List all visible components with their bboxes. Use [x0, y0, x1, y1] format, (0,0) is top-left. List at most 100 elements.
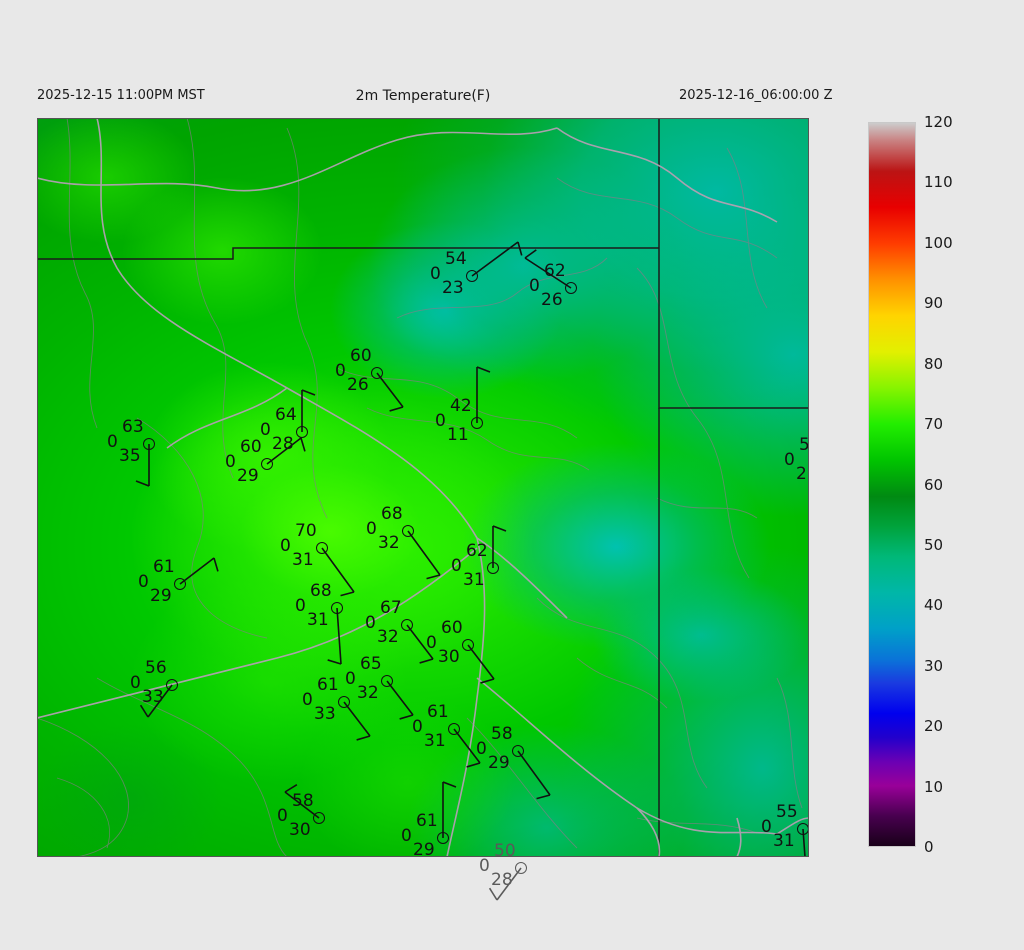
colorbar-tick-10: 10	[924, 777, 944, 796]
wind-barb-icon	[343, 701, 371, 741]
colorbar-tick-60: 60	[924, 475, 944, 494]
station-sky-cover-icon	[797, 823, 809, 835]
colorbar-tick-80: 80	[924, 354, 944, 373]
station-pressure-or-flag: 0	[479, 856, 490, 876]
station-pressure-or-flag: 0	[280, 536, 291, 556]
map-vector-overlay	[37, 118, 809, 857]
station-temperature: 70	[295, 521, 317, 541]
station-sky-cover-icon	[487, 562, 499, 574]
station-dewpoint: 32	[357, 683, 379, 703]
station-pressure-or-flag: 0	[784, 450, 795, 470]
valid-time-local-label: 2025-12-15 11:00PM MST	[37, 88, 205, 103]
station-sky-cover-icon	[402, 525, 414, 537]
station-pressure-or-flag: 0	[302, 690, 313, 710]
station-dewpoint: 33	[314, 704, 336, 724]
station-sky-cover-icon	[471, 417, 483, 429]
station-temperature: 56	[145, 658, 167, 678]
wind-barb-icon	[376, 372, 404, 412]
station-sky-cover-icon	[338, 696, 350, 708]
station-temperature: 65	[360, 654, 382, 674]
station-dewpoint: 31	[292, 550, 314, 570]
station-dewpoint: 31	[307, 610, 329, 630]
wind-barb-icon	[406, 624, 434, 664]
station-temperature: 61	[317, 675, 339, 695]
colorbar-gradient	[868, 122, 916, 847]
station-sky-cover-icon	[316, 542, 328, 554]
colorbar-tick-0: 0	[924, 838, 934, 856]
wind-barb-icon	[321, 547, 355, 597]
station-pressure-or-flag: 0	[138, 572, 149, 592]
wind-barb-icon	[442, 781, 457, 838]
station-sky-cover-icon	[401, 619, 413, 631]
station-temperature: 54	[799, 435, 809, 455]
station-pressure-or-flag: 0	[335, 361, 346, 381]
station-dewpoint: 26	[347, 375, 369, 395]
wind-barb-icon	[139, 684, 173, 718]
station-pressure-or-flag: 0	[260, 420, 271, 440]
temperature-map[interactable]: 5402362026600264201154022630356402860029…	[37, 118, 809, 857]
wind-barb-icon	[524, 249, 572, 289]
station-temperature: 68	[310, 581, 332, 601]
road-network	[37, 118, 809, 857]
wind-barb-icon	[471, 241, 523, 277]
station-pressure-or-flag: 0	[412, 717, 423, 737]
station-dewpoint: 31	[424, 731, 446, 751]
station-dewpoint: 11	[447, 425, 469, 445]
station-dewpoint: 30	[289, 820, 311, 840]
station-dewpoint: 26	[541, 290, 563, 310]
station-temperature: 58	[292, 791, 314, 811]
station-temperature: 60	[240, 437, 262, 457]
colorbar-tick-40: 40	[924, 596, 944, 615]
station-sky-cover-icon	[331, 602, 343, 614]
station-dewpoint: 30	[438, 647, 460, 667]
colorbar-tick-30: 30	[924, 656, 944, 675]
wind-barb-icon	[467, 644, 495, 684]
wind-barb-icon	[488, 867, 522, 901]
station-temperature: 60	[350, 346, 372, 366]
station-temperature: 64	[275, 405, 297, 425]
station-pressure-or-flag: 0	[761, 817, 772, 837]
elevation-contours	[37, 118, 803, 857]
wind-barb-icon	[179, 557, 219, 585]
station-sky-cover-icon	[462, 639, 474, 651]
colorbar-tick-100: 100	[924, 233, 953, 252]
station-pressure-or-flag: 0	[295, 596, 306, 616]
station-dewpoint: 33	[142, 687, 164, 707]
wind-barb-icon	[453, 728, 481, 768]
station-sky-cover-icon	[166, 679, 178, 691]
colorbar-tick-20: 20	[924, 717, 944, 736]
station-pressure-or-flag: 0	[430, 264, 441, 284]
station-sky-cover-icon	[296, 426, 308, 438]
wind-barb-icon	[327, 607, 342, 665]
station-dewpoint: 29	[488, 753, 510, 773]
colorbar-tick-90: 90	[924, 294, 944, 313]
wind-barb-icon	[407, 530, 441, 580]
station-sky-cover-icon	[371, 367, 383, 379]
station-sky-cover-icon	[512, 745, 524, 757]
station-pressure-or-flag: 0	[529, 276, 540, 296]
station-dewpoint: 31	[773, 831, 795, 851]
station-sky-cover-icon	[466, 270, 478, 282]
station-sky-cover-icon	[565, 282, 577, 294]
colorbar-tick-70: 70	[924, 415, 944, 434]
station-pressure-or-flag: 0	[130, 673, 141, 693]
colorbar[interactable]: 120 110 100 90 80 70 60 50 40 30 20 10 0	[868, 113, 953, 856]
station-temperature: 60	[441, 618, 463, 638]
station-sky-cover-icon	[515, 862, 527, 874]
station-temperature: 68	[381, 504, 403, 524]
station-sky-cover-icon	[261, 458, 273, 470]
station-dewpoint: 35	[119, 446, 141, 466]
station-temperature: 62	[466, 541, 488, 561]
station-sky-cover-icon	[313, 812, 325, 824]
station-pressure-or-flag: 0	[277, 806, 288, 826]
station-pressure-or-flag: 0	[401, 826, 412, 846]
wind-barb-icon	[301, 389, 316, 432]
station-temperature: 67	[380, 598, 402, 618]
station-pressure-or-flag: 0	[366, 519, 377, 539]
wind-barb-icon	[476, 366, 491, 423]
station-sky-cover-icon	[143, 438, 155, 450]
station-temperature: 42	[450, 396, 472, 416]
station-temperature: 54	[445, 249, 467, 269]
wind-barb-icon	[266, 437, 306, 465]
station-sky-cover-icon	[174, 578, 186, 590]
